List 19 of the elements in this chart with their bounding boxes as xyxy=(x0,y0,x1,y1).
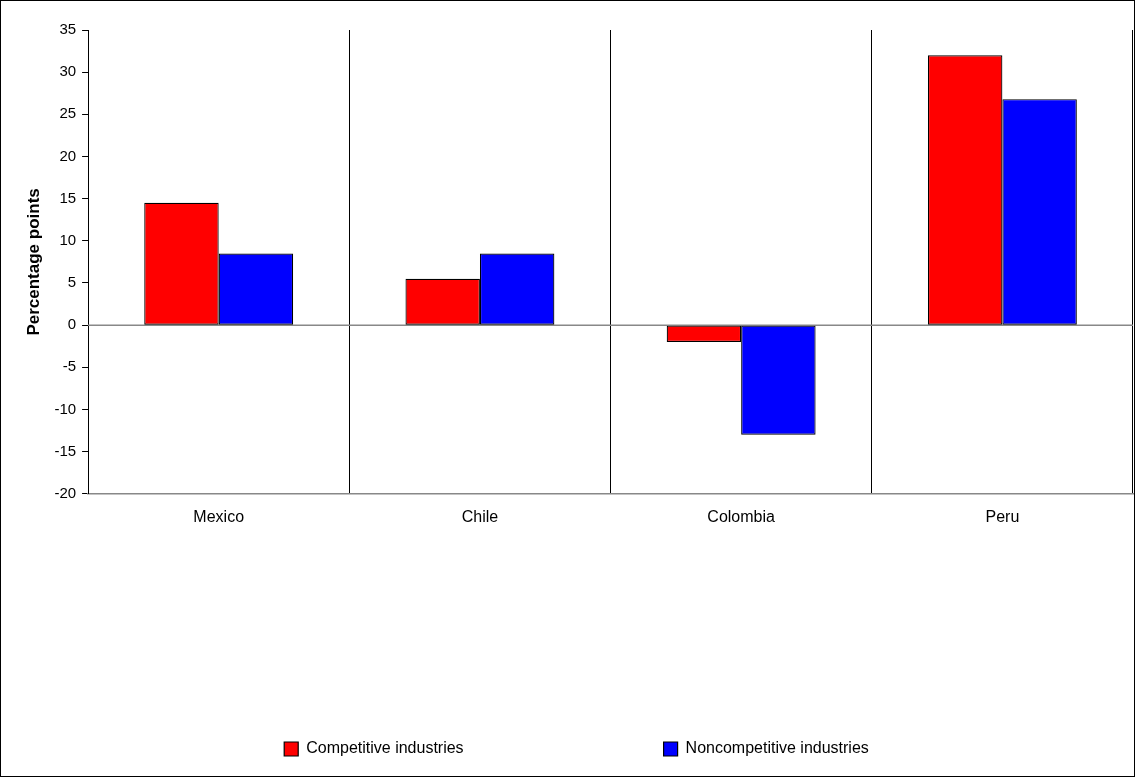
legend-label: Noncompetitive industries xyxy=(685,739,869,757)
y-tick-label: -10 xyxy=(54,399,77,417)
y-axis-title: Percentage points xyxy=(23,188,43,336)
y-tick-label: 0 xyxy=(67,315,77,333)
x-tick-label: Peru xyxy=(985,507,1020,525)
x-tick-label: Mexico xyxy=(193,507,245,525)
y-tick-label: 10 xyxy=(59,230,77,248)
y-tick-label: 25 xyxy=(59,104,77,122)
y-tick-label: 20 xyxy=(59,146,77,164)
y-tick-label: -15 xyxy=(54,441,77,459)
y-tick-label: 5 xyxy=(67,273,77,291)
y-tick-label: -20 xyxy=(54,483,77,501)
legend-label: Competitive industries xyxy=(306,739,464,757)
y-tick-label: 30 xyxy=(59,62,77,80)
x-tick-label: Chile xyxy=(461,507,499,525)
y-tick-label: 35 xyxy=(59,20,77,38)
y-tick-label: -5 xyxy=(62,357,77,375)
y-tick-label: 15 xyxy=(59,188,77,206)
x-tick-label: Colombia xyxy=(707,507,776,525)
